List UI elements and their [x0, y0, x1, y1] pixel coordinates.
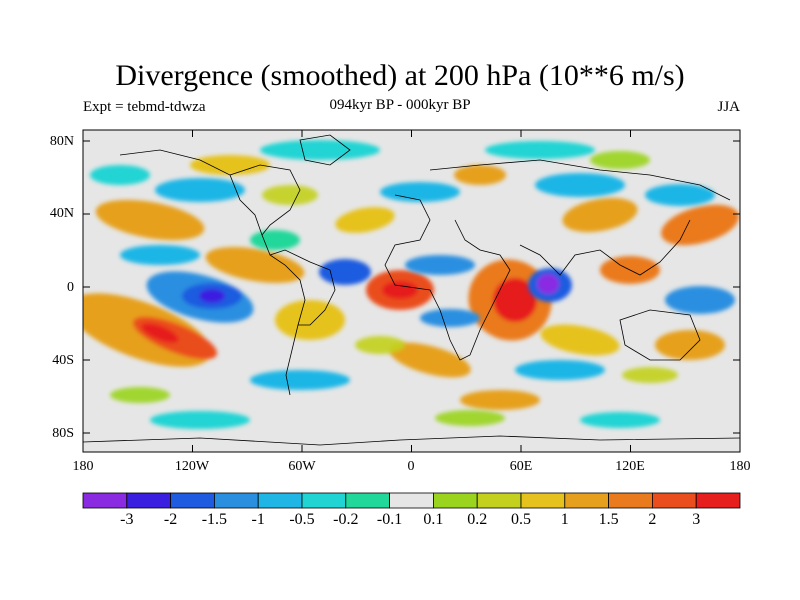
- negative-anomaly-region: [485, 141, 595, 159]
- negative-anomaly-region: [380, 182, 460, 202]
- colorbar-swatch: [652, 492, 697, 509]
- lon-label: 180: [729, 459, 751, 474]
- negative-anomaly-region: [665, 286, 735, 314]
- colorbar-swatch: [213, 492, 259, 509]
- south-america-coastline: [269, 249, 336, 326]
- north-america-east-coastline: [229, 164, 301, 236]
- positive-anomaly-region: [275, 300, 345, 340]
- positive-anomaly-region: [95, 199, 205, 241]
- colorbar-swatch: [520, 492, 566, 509]
- colorbar-label: -0.5: [289, 511, 315, 528]
- colorbar-swatch: [389, 492, 434, 509]
- positive-anomaly-region: [655, 330, 725, 360]
- negative-anomaly-region: [250, 230, 300, 250]
- weak-positive-region: [110, 387, 170, 403]
- weak-positive-region: [435, 410, 505, 426]
- colorbar-label: 3: [692, 511, 701, 528]
- colorbar-swatch: [301, 492, 347, 509]
- colorbar-label: 1: [560, 511, 569, 528]
- lat-label: 40S: [52, 353, 74, 368]
- positive-anomaly-region: [389, 342, 471, 378]
- positive-anomaly-region: [460, 390, 540, 410]
- colorbar-swatch: [608, 492, 653, 509]
- colorbar-swatch: [432, 492, 478, 509]
- negative-anomaly-core: [537, 274, 559, 294]
- lat-label: 80S: [52, 426, 74, 441]
- colorbar-swatch: [476, 492, 522, 509]
- lon-label: 60W: [288, 459, 316, 474]
- colorbar-swatch: [564, 492, 609, 509]
- colorbar-label: -0.1: [376, 511, 403, 528]
- weak-positive-region: [590, 151, 650, 169]
- greenland-coastline: [299, 134, 351, 166]
- colorbar-swatch: [82, 492, 128, 509]
- positive-anomaly-core: [382, 281, 418, 299]
- period-label: 094kyr BP - 000kyr BP: [329, 97, 471, 113]
- colorbar-label: 0.1: [423, 511, 444, 528]
- colorbar-swatch: [126, 492, 172, 509]
- colorbar-label: 2: [648, 511, 657, 528]
- lon-label: 60E: [509, 459, 533, 474]
- colorbar-swatch: [345, 492, 390, 509]
- colorbar-label: -1: [251, 511, 265, 528]
- positive-anomaly-region: [454, 165, 506, 185]
- weak-positive-region: [622, 367, 678, 383]
- positive-anomaly-region: [562, 197, 638, 233]
- negative-anomaly-region: [150, 411, 250, 429]
- lon-label: 120E: [615, 459, 645, 474]
- positive-anomaly-region: [540, 324, 620, 356]
- positive-anomaly-core: [141, 323, 179, 343]
- positive-anomaly-region: [335, 207, 395, 233]
- colorbar-label: 0.2: [467, 511, 488, 528]
- negative-anomaly-core: [319, 259, 371, 285]
- negative-anomaly-region: [645, 184, 715, 206]
- colorbar: [82, 492, 741, 509]
- negative-anomaly-region: [155, 178, 245, 202]
- colorbar-label: -0.2: [333, 511, 359, 528]
- eurasia-north-coastline: [429, 159, 731, 201]
- axis-ticks: [82, 130, 741, 452]
- positive-anomaly-region: [190, 155, 270, 175]
- negative-anomaly-region: [420, 309, 480, 327]
- colorbar-swatch: [695, 492, 741, 509]
- negative-anomaly-region: [90, 165, 150, 185]
- colorbar-label: -2: [163, 511, 178, 528]
- colorbar-swatch: [170, 492, 215, 509]
- negative-anomaly-region: [250, 370, 350, 390]
- divergence-field: [83, 134, 740, 446]
- africa-europe-coastline: [384, 194, 511, 361]
- weak-positive-region: [262, 185, 318, 205]
- negative-anomaly-region: [405, 255, 475, 275]
- positive-anomaly-region: [205, 247, 305, 283]
- colorbar-label: -1.5: [201, 511, 228, 528]
- lon-label: 120W: [174, 459, 210, 474]
- negative-anomaly-region: [580, 412, 660, 428]
- season-label: JJA: [717, 99, 740, 115]
- colorbar-label: -3: [120, 511, 134, 528]
- lat-label: 40N: [49, 206, 74, 221]
- negative-anomaly-region: [260, 140, 380, 160]
- positive-anomaly-core: [493, 278, 537, 322]
- lon-label: 180: [72, 459, 94, 474]
- colorbar-swatch: [257, 492, 303, 509]
- colorbar-label: 0.5: [511, 511, 531, 528]
- chart-title: Divergence (smoothed) at 200 hPa (10**6 …: [115, 59, 685, 92]
- australia-coastline: [619, 309, 701, 361]
- negative-anomaly-region: [535, 173, 625, 197]
- weak-positive-region: [355, 336, 405, 354]
- experiment-label: Expt = tebmd-tdwza: [83, 99, 206, 115]
- south-asia-coastline: [519, 219, 691, 276]
- negative-anomaly-core: [199, 289, 225, 303]
- coastlines: [83, 134, 740, 446]
- lat-label: 80N: [49, 134, 74, 149]
- positive-anomaly-region: [661, 204, 739, 246]
- colorbar-label: 1.5: [598, 511, 619, 528]
- negative-anomaly-region: [120, 245, 200, 265]
- negative-anomaly-region: [515, 360, 605, 380]
- antarctica-coastline: [83, 435, 740, 446]
- lon-label: 0: [407, 459, 415, 474]
- lat-label: 0: [67, 280, 74, 295]
